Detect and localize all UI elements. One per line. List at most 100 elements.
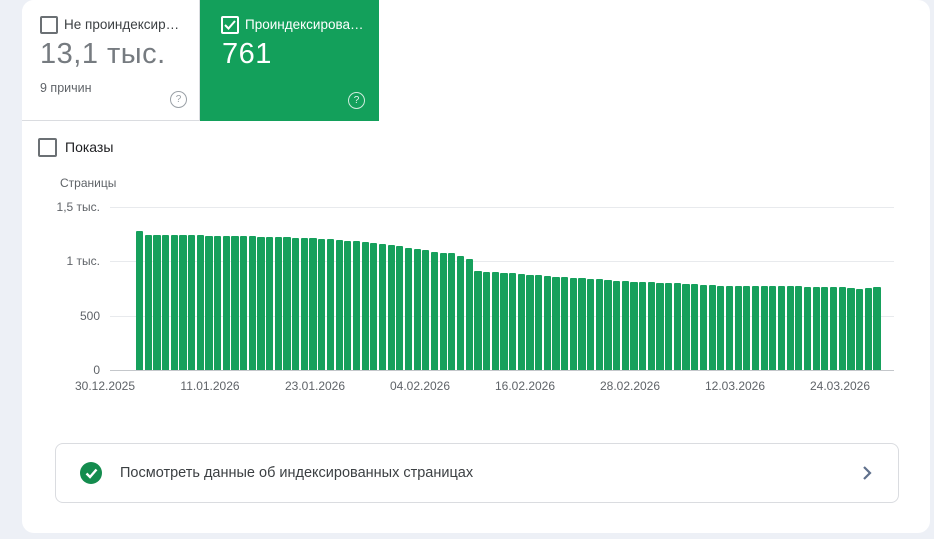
chart-y-axis-title: Страницы (60, 176, 117, 190)
bar[interactable] (803, 286, 812, 370)
bar[interactable] (561, 277, 569, 370)
bar[interactable] (760, 286, 768, 370)
bar[interactable] (474, 271, 482, 370)
bar[interactable] (639, 282, 647, 370)
bar[interactable] (795, 286, 803, 370)
bar[interactable] (413, 248, 421, 370)
bar[interactable] (482, 271, 491, 370)
bar[interactable] (769, 286, 777, 370)
bar[interactable] (682, 283, 690, 370)
view-indexed-pages-button[interactable]: Посмотреть данные об индексированных стр… (55, 443, 899, 503)
bar[interactable] (873, 287, 881, 370)
bar[interactable] (777, 286, 786, 370)
bar[interactable] (387, 245, 395, 370)
bar[interactable] (162, 234, 170, 370)
bar[interactable] (240, 236, 248, 370)
bar[interactable] (344, 240, 352, 370)
bar[interactable] (309, 238, 317, 370)
card-not-indexed[interactable]: Не проиндексир… 13,1 тыс. 9 причин ? (22, 0, 200, 121)
bar[interactable] (647, 282, 655, 370)
bar[interactable] (465, 258, 473, 370)
bar[interactable] (630, 281, 638, 370)
bar[interactable] (517, 273, 525, 370)
bar[interactable] (864, 287, 872, 370)
bar[interactable] (300, 238, 309, 370)
bar[interactable] (335, 239, 343, 370)
bar[interactable] (378, 244, 387, 370)
bar[interactable] (257, 236, 265, 370)
bar[interactable] (734, 285, 742, 370)
bar[interactable] (214, 235, 222, 370)
bar[interactable] (222, 236, 230, 370)
bar[interactable] (456, 256, 465, 370)
bar[interactable] (552, 276, 560, 370)
x-axis-tick-label: 23.01.2026 (284, 379, 346, 393)
bar[interactable] (370, 243, 378, 370)
bar[interactable] (595, 279, 603, 370)
bar[interactable] (448, 253, 456, 370)
bar[interactable] (205, 235, 213, 370)
bar[interactable] (751, 286, 760, 370)
bar[interactable] (812, 286, 820, 370)
bar[interactable] (569, 277, 577, 370)
bar[interactable] (179, 234, 187, 370)
bar[interactable] (404, 247, 413, 370)
indexed-value: 761 (222, 38, 272, 70)
bar[interactable] (318, 238, 326, 370)
bar[interactable] (274, 236, 282, 370)
bar[interactable] (838, 287, 846, 370)
bar[interactable] (153, 234, 161, 370)
help-icon[interactable]: ? (170, 91, 187, 108)
bar-series (136, 207, 882, 370)
bar[interactable] (526, 274, 534, 370)
bar[interactable] (361, 242, 369, 370)
bar[interactable] (136, 230, 144, 370)
bar[interactable] (170, 235, 178, 370)
bar[interactable] (231, 236, 239, 370)
bar[interactable] (396, 246, 404, 370)
bar[interactable] (673, 283, 682, 370)
bar[interactable] (292, 237, 300, 370)
bar[interactable] (604, 280, 612, 370)
bar[interactable] (829, 286, 838, 370)
impressions-checkbox[interactable] (38, 138, 57, 157)
bar[interactable] (855, 288, 864, 370)
bar[interactable] (621, 281, 629, 370)
bar[interactable] (188, 235, 196, 370)
bar[interactable] (422, 249, 430, 370)
bar[interactable] (821, 286, 829, 370)
bar[interactable] (144, 234, 152, 370)
bar[interactable] (665, 282, 673, 370)
bar[interactable] (491, 272, 499, 370)
indexed-checkbox[interactable] (221, 16, 239, 34)
bar[interactable] (786, 286, 794, 370)
bar[interactable] (326, 239, 335, 370)
bar[interactable] (248, 236, 256, 370)
x-axis-tick-label: 11.01.2026 (180, 379, 240, 393)
bar[interactable] (266, 237, 274, 370)
bar[interactable] (717, 285, 725, 370)
bar[interactable] (587, 278, 595, 370)
bar[interactable] (578, 278, 586, 370)
bar[interactable] (283, 237, 291, 370)
x-axis-tick-label: 12.03.2026 (704, 379, 766, 393)
bar[interactable] (196, 235, 204, 370)
bar[interactable] (535, 275, 543, 370)
bar[interactable] (613, 280, 621, 370)
bar[interactable] (430, 251, 439, 370)
bar[interactable] (691, 284, 699, 370)
card-indexed[interactable]: Проиндексирова… 761 ? (200, 0, 379, 121)
bar[interactable] (543, 275, 551, 370)
help-icon[interactable]: ? (348, 92, 365, 109)
bar[interactable] (725, 285, 734, 370)
bar[interactable] (509, 273, 517, 370)
bar[interactable] (656, 282, 664, 370)
bar[interactable] (352, 241, 361, 370)
bar[interactable] (847, 288, 855, 370)
bar[interactable] (699, 284, 708, 370)
bar[interactable] (743, 285, 751, 370)
not-indexed-checkbox[interactable] (40, 16, 58, 34)
bar[interactable] (439, 253, 447, 370)
bar[interactable] (708, 285, 716, 370)
bar[interactable] (500, 272, 508, 370)
